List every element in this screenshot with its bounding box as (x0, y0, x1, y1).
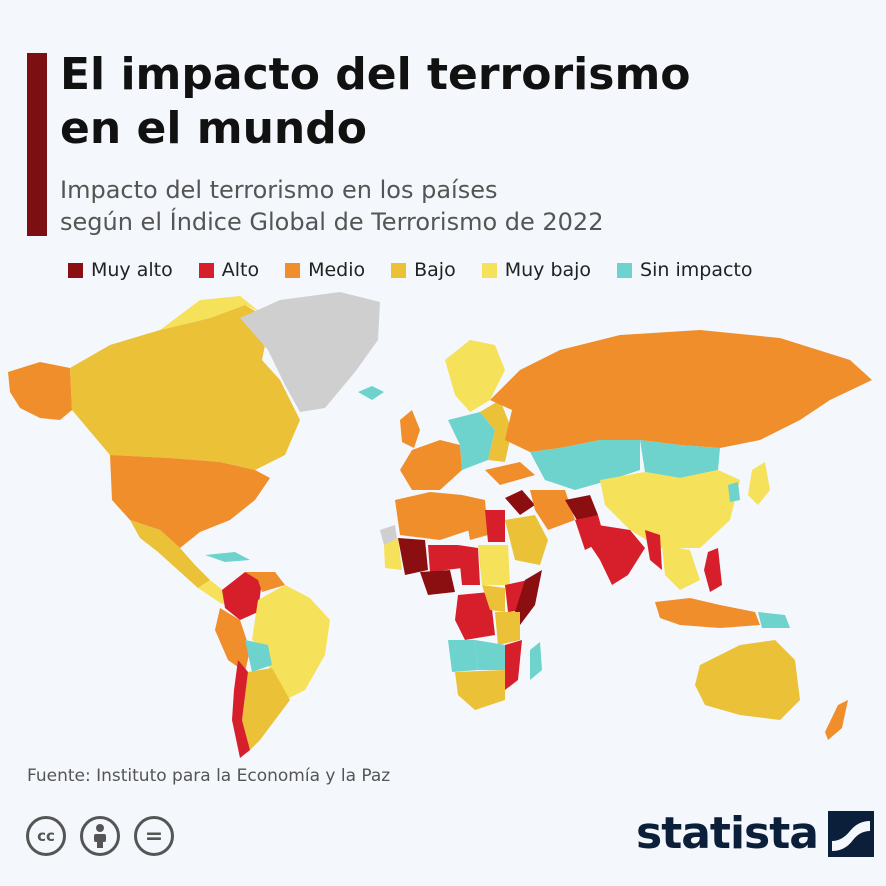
legend-label: Medio (308, 259, 366, 281)
legend-swatch (617, 262, 633, 278)
region-cuba (205, 552, 250, 562)
region-alaska (8, 362, 72, 420)
region-central-africa (482, 585, 505, 612)
title-line-2: en el mundo (60, 103, 367, 154)
region-scandinavia (445, 340, 505, 412)
region-greenland (240, 292, 380, 412)
region-canada (70, 305, 300, 470)
page-subtitle: Impacto del terrorismo en los países seg… (60, 174, 860, 238)
subtitle-line-2: según el Índice Global de Terrorismo de … (60, 208, 604, 236)
region-iceland (358, 386, 384, 400)
region-southern-africa (455, 670, 505, 710)
region-kenya-tanzania (495, 612, 520, 645)
region-bolivia (245, 640, 272, 672)
cc-icon[interactable]: cc (26, 816, 66, 856)
world-map (8, 292, 872, 758)
page-title: El impacto del terrorismo en el mundo (60, 48, 860, 156)
title-line-1: El impacto del terrorismo (60, 49, 691, 100)
license-icons: cc = (26, 816, 174, 856)
subtitle-line-1: Impacto del terrorismo en los países (60, 176, 498, 204)
legend-item-medio: Medio (285, 259, 365, 281)
region-indonesia (655, 598, 760, 628)
region-korea (728, 482, 740, 502)
legend-item-sin-impacto: Sin impacto (617, 259, 752, 281)
brand-wordmark: statista (636, 808, 819, 859)
legend-item-bajo: Bajo (391, 259, 456, 281)
region-colombia (222, 572, 262, 620)
legend-swatch (391, 262, 407, 278)
region-myanmar (645, 530, 662, 570)
region-india (590, 525, 645, 585)
legend-swatch (68, 262, 83, 278)
region-niger (428, 545, 462, 572)
region-western-europe (400, 440, 462, 490)
region-canada-arctic (160, 296, 260, 330)
statista-logo[interactable]: statista (636, 808, 874, 859)
region-philippines (704, 548, 722, 592)
region-venezuela (245, 572, 285, 592)
legend-swatch (481, 262, 497, 278)
region-argentina (242, 668, 290, 750)
region-morocco-algeria (395, 492, 470, 540)
region-afghanistan (565, 495, 598, 522)
region-chile (232, 660, 250, 758)
title-accent-bar (27, 53, 47, 236)
region-libya (462, 495, 488, 540)
person-glyph (94, 824, 106, 848)
map-legend: Muy alto Alto Medio Bajo Muy bajo Sin im… (68, 258, 752, 282)
region-russia (490, 330, 872, 452)
region-mali (398, 538, 428, 575)
region-egypt (485, 510, 505, 542)
region-iraq-syria (505, 490, 535, 515)
region-uk (400, 410, 420, 448)
region-southeast-asia (662, 545, 700, 590)
region-saudi-arabia (505, 515, 548, 565)
legend-item-muy-alto: Muy alto (68, 259, 173, 281)
region-mongolia (640, 440, 720, 478)
region-mozambique (505, 640, 522, 690)
region-kazakhstan (530, 440, 640, 490)
region-angola (448, 640, 478, 672)
region-peru (215, 608, 250, 672)
legend-label: Muy alto (91, 259, 173, 281)
region-zambia (475, 640, 505, 670)
region-drc (455, 592, 495, 640)
region-mexico (130, 520, 210, 588)
region-papua (758, 612, 790, 628)
region-mauritania (384, 538, 402, 570)
source-note: Fuente: Instituto para la Economía y la … (27, 766, 391, 786)
region-madagascar (530, 642, 542, 680)
region-australia (695, 640, 800, 720)
statista-mark-icon (827, 810, 874, 857)
region-eastern-europe (480, 400, 512, 462)
legend-swatch (285, 262, 301, 278)
legend-label: Alto (221, 259, 260, 281)
region-central-europe (448, 412, 495, 470)
region-somalia (515, 570, 542, 625)
region-iran (530, 490, 575, 530)
region-sudan (478, 545, 510, 585)
legend-item-alto: Alto (198, 259, 260, 281)
region-new-zealand (825, 700, 848, 740)
legend-label: Bajo (414, 259, 456, 281)
region-usa (110, 455, 270, 548)
no-derivatives-icon[interactable]: = (134, 816, 174, 856)
legend-label: Muy bajo (504, 259, 592, 281)
region-turkey (485, 462, 535, 485)
region-western-sahara (380, 525, 398, 545)
attribution-person-icon[interactable] (80, 816, 120, 856)
legend-item-muy-bajo: Muy bajo (481, 259, 592, 281)
legend-label: Sin impacto (640, 259, 753, 281)
region-china (600, 470, 740, 548)
region-chad (458, 545, 480, 585)
region-nigeria (420, 570, 455, 595)
region-japan (748, 462, 770, 505)
legend-swatch (198, 262, 214, 278)
